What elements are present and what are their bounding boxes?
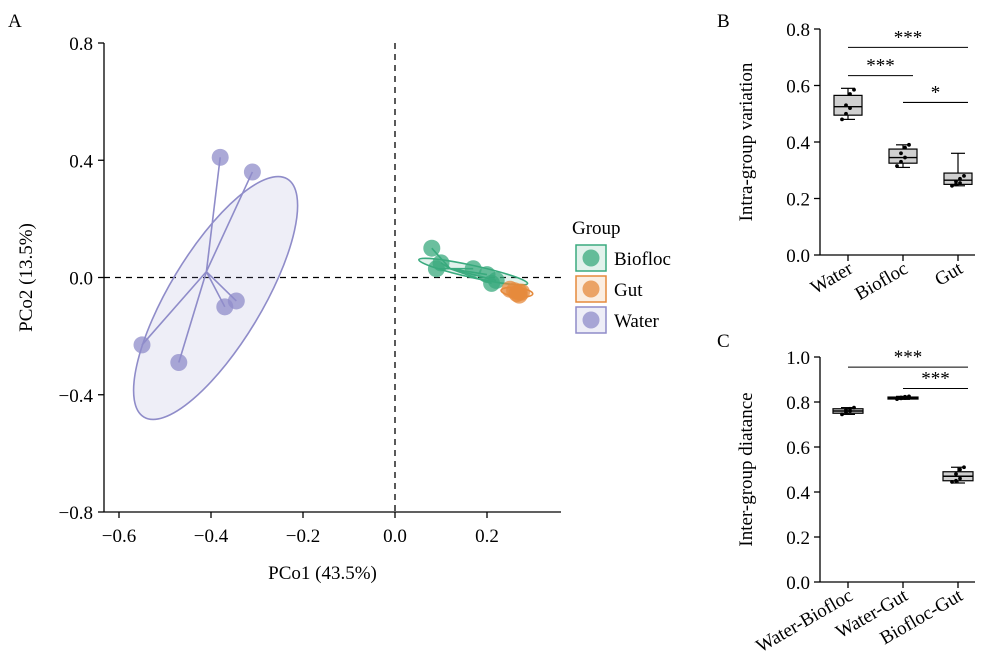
C-point [852,405,856,410]
C-y-tick-label: 1.0 [786,348,810,369]
C-y-tick-label: 0.0 [786,573,810,594]
C-point [954,472,958,476]
water-point [211,148,229,166]
B-point [899,151,903,156]
pcoa-x-tick-label: 0.0 [383,526,407,547]
inter-group-boxplot: Inter-group diatance 0.00.20.40.60.81.0W… [736,347,975,657]
B-point [954,182,958,187]
water-point [133,336,151,354]
B-point [950,183,954,188]
pcoa-y-tick-label: 0.8 [69,34,93,55]
intra-y-axis-label: Intra-group variation [736,62,757,221]
biofloc-point [423,239,441,257]
B-point [844,103,848,108]
B-point [907,142,911,147]
B-point [962,174,966,178]
water-point [243,163,261,181]
water-point [170,354,188,372]
C-point [954,478,958,483]
C-point [840,412,844,417]
B-point [848,106,852,110]
C-point [844,407,848,412]
B-x-tick-label: Gut [931,258,967,291]
pcoa-plot: −0.6 −0.4 −0.2 0.0 0.2 −0.8 −0.4 0.0 0.4 0.8 PCo1… [16,34,671,584]
B-y-tick-label: 0.6 [786,77,810,98]
panel-label-b: B [717,11,730,32]
C-point [958,467,962,472]
gut-point [513,283,530,301]
inter-y-axis-label: Inter-group diatance [736,392,757,546]
pcoa-x-tick-label: −0.6 [102,526,136,547]
biofloc-point [487,271,505,289]
C-significance-label: *** [921,369,950,390]
water-spider-line [205,157,221,272]
pcoa-x-axis-label: PCo1 (43.5%) [268,563,377,584]
pcoa-y-tick-label: −0.4 [59,386,94,407]
B-point [895,164,899,168]
pcoa-y-axis-label: PCo2 (13.5%) [16,223,37,332]
water-spider-line [178,271,208,363]
B-point [899,159,903,164]
B-significance-label: *** [866,56,895,77]
legend-marker-biofloc [582,249,600,267]
pcoa-x-tick-label: −0.4 [194,526,229,547]
C-y-tick-label: 0.6 [786,438,810,459]
legend-marker-gut [582,280,600,298]
B-x-tick-label: Water [807,258,857,299]
panel-label-a: A [8,11,22,32]
B-point [958,181,962,185]
water-point [216,298,234,316]
legend-marker-water [582,311,600,329]
water-spider-line [141,271,208,346]
legend-title: Group [572,218,621,239]
B-box [888,148,918,164]
biofloc-point [427,260,445,278]
pcoa-y-tick-label: 0.0 [69,269,93,290]
B-box [833,94,863,116]
pcoa-x-tick-label: 0.2 [475,526,499,547]
legend-label-gut: Gut [614,280,643,301]
B-point [954,179,958,184]
B-y-tick-label: 0.8 [786,20,810,41]
B-point [903,155,907,160]
legend-label-water: Water [614,311,660,332]
B-point [840,117,844,122]
B-point [852,87,856,92]
B-point [844,111,848,116]
legend-label-biofloc: Biofloc [614,249,671,270]
B-significance-label: *** [894,27,923,48]
intra-group-boxplot: Intra-group variation 0.0 0.2 0.4 0.6 0.8 Wat… [736,20,975,305]
C-point [907,394,911,399]
pcoa-y-tick-label: −0.8 [59,503,93,524]
C-y-tick-label: 0.4 [786,483,810,504]
C-point [895,397,899,401]
B-box [943,172,973,185]
B-y-tick-label: 0.2 [786,190,810,211]
B-y-tick-label: 0.0 [786,246,810,267]
B-point [903,145,907,150]
pcoa-x-tick-label: −0.2 [286,526,320,547]
C-point [903,394,907,399]
C-y-tick-label: 0.2 [786,528,810,549]
B-significance-label: * [931,82,941,103]
C-point [899,395,903,400]
B-x-tick-label: Biofloc [852,258,912,305]
water-spider-line [205,171,254,272]
B-y-tick-label: 0.4 [786,133,810,154]
legend: Group Biofloc Gut Water [572,218,671,334]
pcoa-y-tick-label: 0.4 [69,151,93,172]
C-y-tick-label: 0.8 [786,393,810,414]
C-significance-label: *** [894,347,923,368]
C-point [962,465,966,470]
biofloc-point [464,260,482,278]
B-point [958,176,962,181]
panel-label-c: C [717,331,730,352]
C-point [958,476,962,481]
B-point [848,92,852,96]
C-point [848,406,852,411]
C-point [950,479,954,484]
